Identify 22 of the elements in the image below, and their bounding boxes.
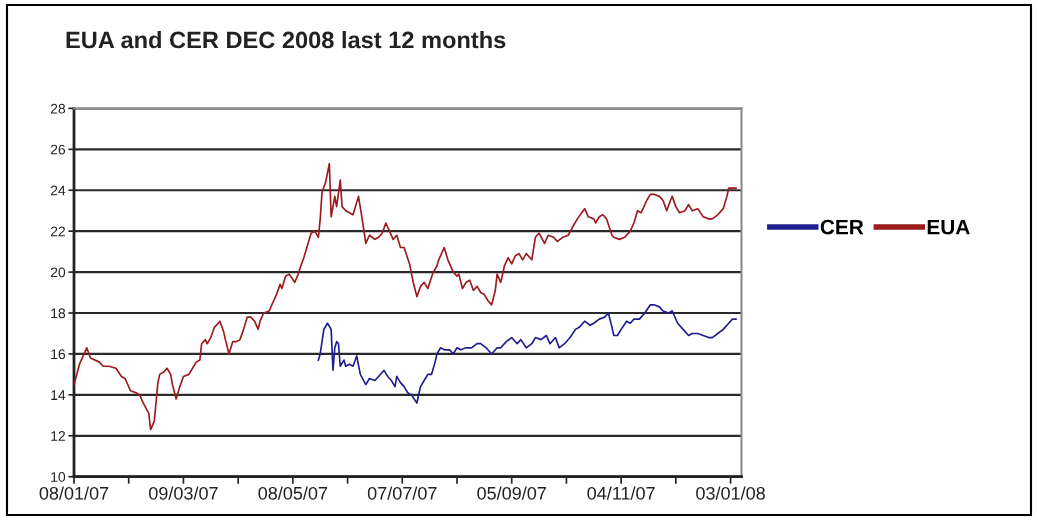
y-tick-label: 16 xyxy=(51,349,66,360)
legend-label: EUA xyxy=(927,219,970,235)
chart-title: EUA and CER DEC 2008 last 12 months xyxy=(66,31,506,49)
y-tick-label: 20 xyxy=(50,267,66,278)
y-tick-label: 24 xyxy=(50,185,66,196)
y-tick-label: 12 xyxy=(51,431,65,441)
x-tick-label: 04/11/07 xyxy=(587,486,655,500)
y-tick-label: 26 xyxy=(50,144,66,155)
x-tick-label: 07/07/07 xyxy=(367,486,437,500)
x-tick-label: 09/03/07 xyxy=(148,486,218,500)
x-tick-label: 08/01/07 xyxy=(39,486,109,500)
x-tick-label: 05/09/07 xyxy=(477,486,546,500)
y-tick-label: 18 xyxy=(51,308,66,319)
y-tick-label: 22 xyxy=(50,226,65,237)
y-tick-label: 28 xyxy=(50,103,66,114)
x-tick-label: 03/01/08 xyxy=(696,486,765,500)
y-tick-label: 10 xyxy=(51,472,66,482)
x-tick-label: 08/05/07 xyxy=(258,486,328,500)
legend-label: CER xyxy=(820,219,864,235)
y-tick-label: 14 xyxy=(51,390,66,400)
line-series xyxy=(317,303,737,404)
line-series xyxy=(74,162,737,431)
